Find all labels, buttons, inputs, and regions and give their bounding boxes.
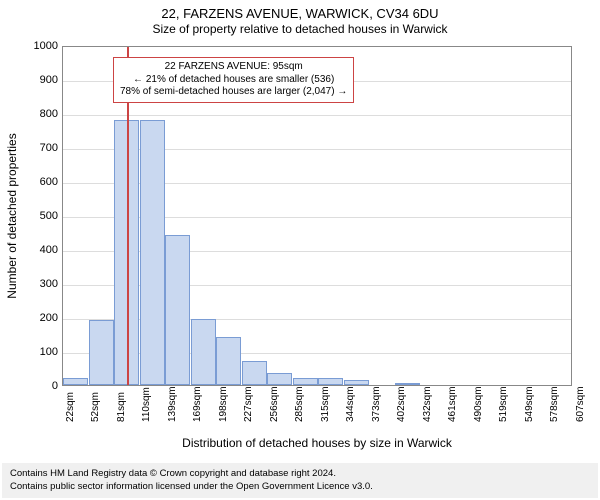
y-tick-label: 200 <box>6 312 58 324</box>
y-tick-label: 600 <box>6 176 58 188</box>
x-tick-label: 344sqm <box>345 386 356 422</box>
y-tick-label: 800 <box>6 108 58 120</box>
histogram-bar <box>89 320 114 385</box>
x-tick-label: 81sqm <box>116 392 127 422</box>
x-tick-label: 285sqm <box>294 386 305 422</box>
histogram-bar <box>191 319 216 385</box>
x-tick-label: 578sqm <box>549 386 560 422</box>
y-tick-label: 700 <box>6 142 58 154</box>
x-tick-label: 402sqm <box>396 386 407 422</box>
x-tick-label: 139sqm <box>167 386 178 422</box>
y-tick-label: 0 <box>6 380 58 392</box>
x-tick-label: 607sqm <box>575 386 586 422</box>
annotation-box: 22 FARZENS AVENUE: 95sqm← 21% of detache… <box>113 57 354 103</box>
chart-container: 22, FARZENS AVENUE, WARWICK, CV34 6DU Si… <box>0 0 600 500</box>
chart-title-address: 22, FARZENS AVENUE, WARWICK, CV34 6DU <box>0 6 600 21</box>
x-tick-label: 315sqm <box>320 386 331 422</box>
annotation-line: 78% of semi-detached houses are larger (… <box>120 86 347 99</box>
x-tick-label: 52sqm <box>90 392 101 422</box>
x-tick-label: 432sqm <box>422 386 433 422</box>
histogram-bar <box>165 235 190 385</box>
x-tick-label: 549sqm <box>524 386 535 422</box>
histogram-bar <box>216 337 241 385</box>
histogram-bar <box>395 383 420 385</box>
y-tick-label: 100 <box>6 346 58 358</box>
x-tick-label: 373sqm <box>371 386 382 422</box>
histogram-bar <box>318 378 343 385</box>
histogram-bar <box>140 120 165 385</box>
histogram-bar <box>344 380 369 385</box>
y-tick-label: 900 <box>6 74 58 86</box>
x-tick-label: 461sqm <box>447 386 458 422</box>
x-tick-label: 110sqm <box>141 387 152 422</box>
x-tick-label: 22sqm <box>65 392 76 422</box>
y-tick-label: 300 <box>6 278 58 290</box>
footer-attribution: Contains HM Land Registry data © Crown c… <box>2 463 598 498</box>
histogram-bar <box>293 378 318 385</box>
plot-area: 22 FARZENS AVENUE: 95sqm← 21% of detache… <box>62 46 572 386</box>
x-axis-label: Distribution of detached houses by size … <box>62 436 572 450</box>
y-tick-label: 500 <box>6 210 58 222</box>
x-tick-label: 198sqm <box>218 386 229 422</box>
x-tick-label: 490sqm <box>473 386 484 422</box>
x-tick-label: 169sqm <box>192 386 203 422</box>
histogram-bar <box>242 361 267 385</box>
annotation-line: 22 FARZENS AVENUE: 95sqm <box>120 61 347 74</box>
gridline <box>63 115 571 116</box>
x-tick-label: 256sqm <box>269 386 280 422</box>
y-tick-label: 1000 <box>6 40 58 52</box>
x-tick-label: 227sqm <box>243 386 254 422</box>
histogram-bar <box>267 373 292 385</box>
y-tick-label: 400 <box>6 244 58 256</box>
chart-subtitle: Size of property relative to detached ho… <box>0 22 600 36</box>
footer-line-1: Contains HM Land Registry data © Crown c… <box>10 468 590 480</box>
annotation-line: ← 21% of detached houses are smaller (53… <box>120 74 347 87</box>
x-tick-label: 519sqm <box>498 386 509 422</box>
histogram-bar <box>63 378 88 385</box>
footer-line-2: Contains public sector information licen… <box>10 481 590 493</box>
